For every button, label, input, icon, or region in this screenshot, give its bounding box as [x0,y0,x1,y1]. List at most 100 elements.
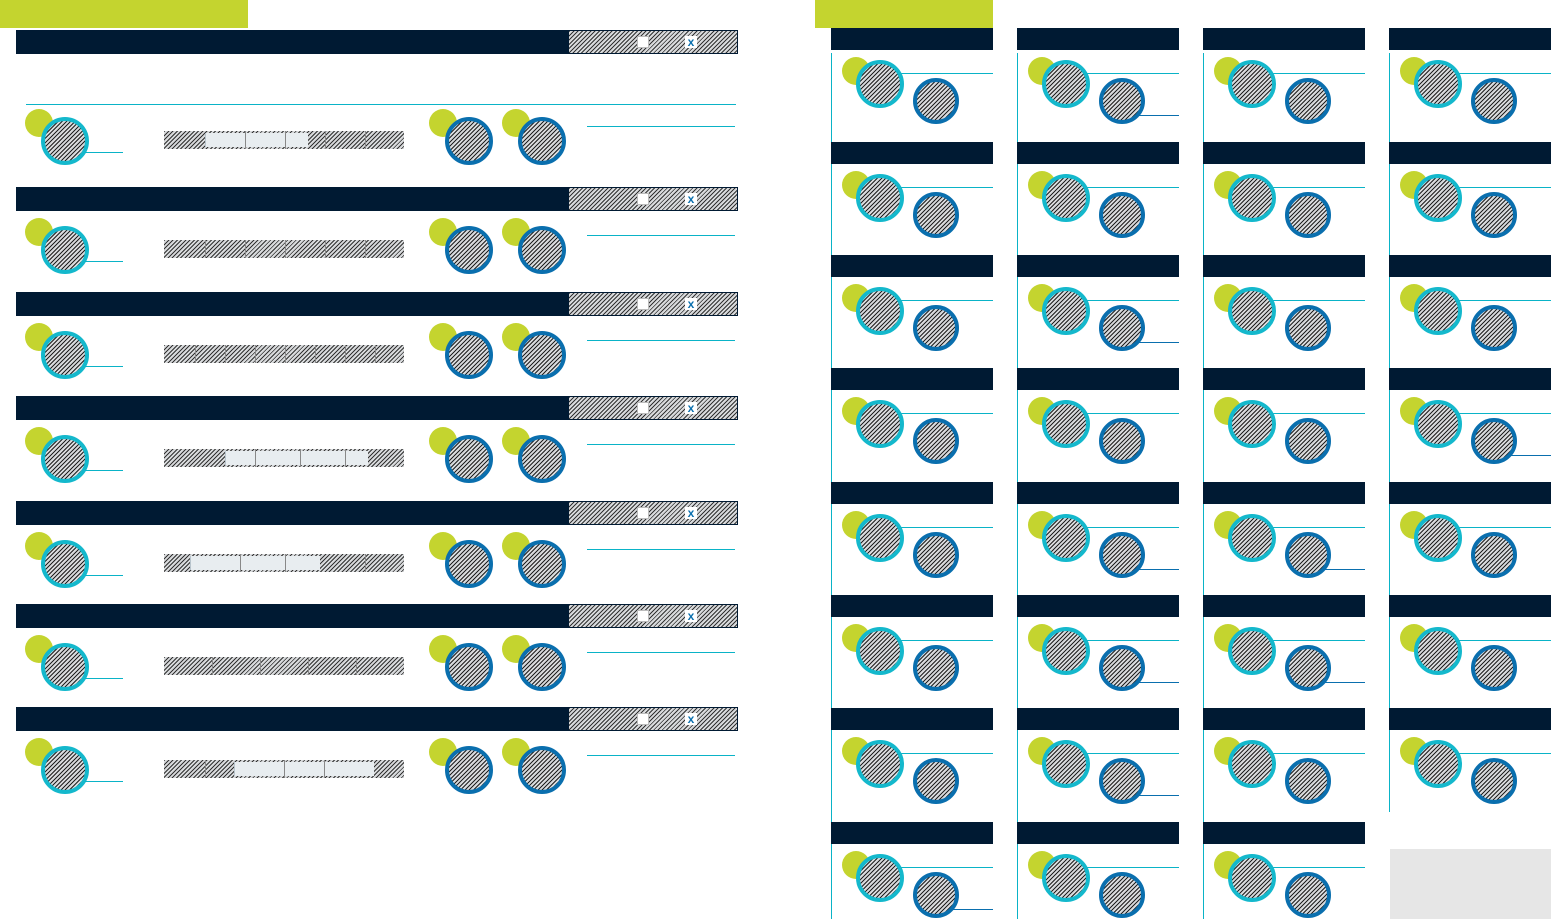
avatar-icon [1414,60,1462,108]
tile-top-line [879,300,993,301]
row-header-bar [16,187,568,211]
tile-top-line [1437,413,1551,414]
close-icon[interactable]: x [685,610,697,622]
avatar-icon [1228,174,1276,222]
avatar-icon [41,117,89,165]
row-header-actions [568,707,738,731]
progress-divider [245,131,246,149]
avatar-icon [856,174,904,222]
avatar-icon [1414,740,1462,788]
tile-bottom-line [1135,682,1179,683]
column-guide-line [1389,53,1390,812]
row-line [587,235,735,236]
avatar-icon [1042,627,1090,675]
progress-divider [255,449,256,467]
avatar-underline [85,678,123,679]
checkbox-icon[interactable] [637,713,649,725]
tile-top-line [1065,187,1179,188]
row-header-actions [568,396,738,420]
status-circle-icon [518,746,566,794]
tile-bottom-line [1321,569,1365,570]
avatar-icon [1414,627,1462,675]
status-circle-icon [1099,78,1145,124]
tile-header-bar [1017,595,1179,617]
avatar-icon [1228,740,1276,788]
avatar-icon [1042,60,1090,108]
close-icon[interactable]: x [685,507,697,519]
tile-header-bar [1203,142,1365,164]
tile-header-bar [831,482,993,504]
tile-bottom-line [1135,115,1179,116]
tile-top-line [1437,300,1551,301]
avatar-icon [856,400,904,448]
tile-top-line [1251,187,1365,188]
tile-header-bar [1389,142,1551,164]
checkbox-icon[interactable] [637,402,649,414]
progress-divider [255,345,256,363]
tile-top-line [1251,300,1365,301]
progress-track[interactable] [164,657,404,675]
tile-header-bar [1203,595,1365,617]
avatar-icon [1228,854,1276,902]
status-circle-icon [518,331,566,379]
tile-header-bar [831,142,993,164]
checkbox-icon[interactable] [637,507,649,519]
progress-divider [325,131,326,149]
right-tab-bar[interactable] [815,0,993,28]
close-icon[interactable]: x [685,713,697,725]
status-circle-icon [445,117,493,165]
tile-header-bar [831,368,993,390]
progress-track[interactable] [164,240,404,258]
divider-line [26,104,736,105]
checkbox-icon[interactable] [637,610,649,622]
progress-segment [205,133,308,147]
progress-divider [205,240,206,258]
tile-top-line [1065,300,1179,301]
tile-top-line [879,413,993,414]
status-circle-icon [913,305,959,351]
close-icon[interactable]: x [685,36,697,48]
progress-divider [285,345,286,363]
close-icon[interactable]: x [685,298,697,310]
progress-divider [285,554,286,572]
status-circle-icon [1099,872,1145,918]
row-line [587,549,735,550]
tile-bottom-line [1321,682,1365,683]
row-header-bar [16,292,568,316]
progress-divider [240,554,241,572]
row-line [587,444,735,445]
row-header-actions [568,292,738,316]
progress-track[interactable] [164,345,404,363]
row-header-actions [568,30,738,54]
avatar-icon [41,643,89,691]
checkbox-icon[interactable] [637,298,649,310]
progress-divider [375,345,376,363]
close-icon[interactable]: x [685,193,697,205]
avatar-underline [85,781,123,782]
checkbox-icon[interactable] [637,193,649,205]
avatar-icon [1042,174,1090,222]
status-circle-icon [518,435,566,483]
tile-top-line [1065,73,1179,74]
avatar-icon [1042,400,1090,448]
tile-top-line [1437,753,1551,754]
status-circle-icon [1471,532,1517,578]
avatar-icon [1228,60,1276,108]
tile-top-line [1251,73,1365,74]
tile-bottom-line [1507,455,1551,456]
status-circle-icon [1471,78,1517,124]
tile-header-bar [1017,368,1179,390]
status-circle-icon [1285,78,1331,124]
checkbox-icon[interactable] [637,36,649,48]
avatar-icon [856,287,904,335]
progress-divider [285,131,286,149]
status-circle-icon [1471,418,1517,464]
tile-top-line [1251,640,1365,641]
progress-divider [245,240,246,258]
close-icon[interactable]: x [685,402,697,414]
progress-divider [308,657,309,675]
avatar-underline [85,575,123,576]
tile-header-bar [1017,822,1179,844]
left-tab-bar[interactable] [0,0,248,28]
tile-header-bar [1017,708,1179,730]
